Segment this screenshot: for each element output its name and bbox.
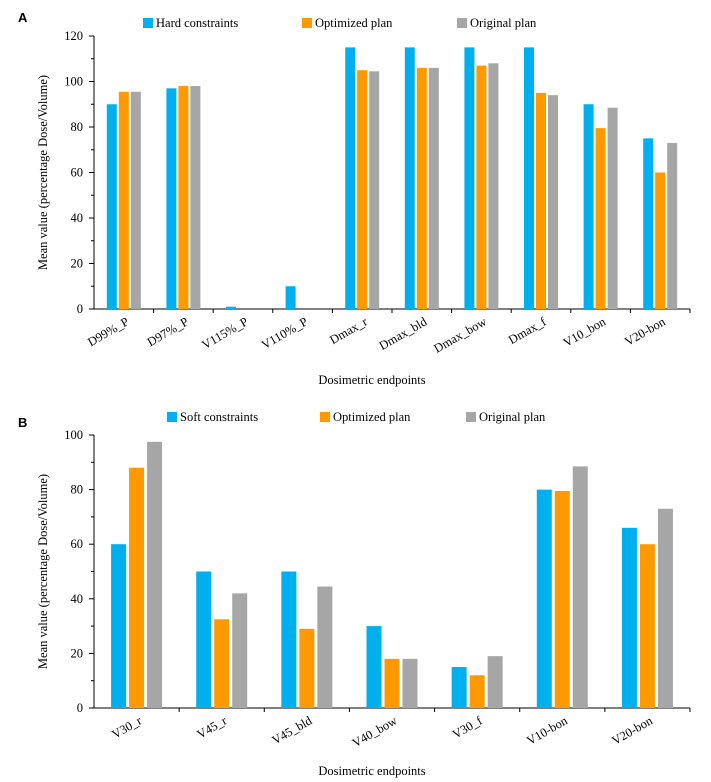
bar-original-plan-v40-bow xyxy=(402,658,418,708)
y-tick-label: 100 xyxy=(64,428,83,442)
bar-optimized-plan-v45-r xyxy=(214,619,230,708)
bar-hard-constraints-v20-bon xyxy=(643,138,654,309)
y-tick-label: 120 xyxy=(64,29,83,43)
bar-optimized-plan-v10-bon xyxy=(554,490,570,708)
y-tick-label: 40 xyxy=(71,211,84,225)
bar-hard-constraints-dmax-bow xyxy=(464,47,475,309)
bar-original-plan-v45-r xyxy=(232,593,248,708)
bar-optimized-plan-dmax-f xyxy=(536,92,546,309)
x-tick-label: V40_bow xyxy=(350,713,400,750)
bar-original-plan-v10-bon xyxy=(607,107,618,309)
x-tick-label: V45_bld xyxy=(269,713,315,747)
bar-optimized-plan-dmax-bld xyxy=(416,67,427,309)
bar-optimized-plan-v30-f xyxy=(469,675,485,708)
y-tick-label: 40 xyxy=(71,592,84,606)
bar-hard-constraints-v10-bon xyxy=(583,104,594,309)
x-tick-label: Dmax_bld xyxy=(377,314,430,353)
y-tick-label: 20 xyxy=(71,646,84,660)
chart-panel-b: B 0 20 40 60 80 100 Mean value (percentage Dose… xyxy=(18,410,691,778)
bar-soft-constraints-v10-bon xyxy=(536,489,552,708)
x-tick-label: Dmax_bow xyxy=(431,314,489,355)
bar-original-plan-d99-p xyxy=(130,91,141,309)
legend-label-soft-constraints: Soft constraints xyxy=(180,410,258,424)
bar-original-plan-v10-bon xyxy=(572,466,588,708)
bar-original-plan-d97-p xyxy=(190,86,201,309)
bar-optimized-plan-v40-bow xyxy=(384,658,400,708)
bar-original-plan-dmax-bld xyxy=(428,67,439,309)
legend-label-hard-constraints: Hard constraints xyxy=(156,16,238,30)
legend-swatch-hard-constraints xyxy=(143,18,153,28)
bar-hard-constraints-dmax-f xyxy=(524,47,534,309)
bar-optimized-plan-dmax-bow xyxy=(476,65,487,309)
bar-hard-constraints-v110-p xyxy=(285,286,296,309)
x-tick-label: D99%_P xyxy=(85,314,131,349)
bar-original-plan-v45-bld xyxy=(317,586,333,708)
panel-label: B xyxy=(18,415,27,430)
y-tick-label: 0 xyxy=(77,701,83,715)
bar-original-plan-dmax-r xyxy=(369,71,380,309)
bar-original-plan-dmax-bow xyxy=(488,63,499,309)
x-tick-label: V10-bon xyxy=(524,713,570,748)
bar-optimized-plan-v20-bon xyxy=(639,544,655,708)
x-tick-label: Dmax_r xyxy=(327,314,370,347)
bar-hard-constraints-dmax-r xyxy=(345,47,356,309)
x-tick-label: Dmax_f xyxy=(506,314,549,347)
bar-optimized-plan-v45-bld xyxy=(299,628,315,708)
x-tick-label: V115%_P xyxy=(199,314,250,352)
bar-soft-constraints-v40-bow xyxy=(366,626,382,708)
x-tick-label: V30_f xyxy=(450,713,485,742)
y-tick-label: 20 xyxy=(71,257,84,271)
y-tick-label: 80 xyxy=(71,483,84,497)
bar-optimized-plan-d97-p xyxy=(178,86,189,309)
x-tick-label: V10_bon xyxy=(561,314,609,350)
bar-optimized-plan-v20-bon xyxy=(655,172,666,309)
legend-swatch-original-plan xyxy=(466,412,476,422)
x-tick-label: V30_r xyxy=(109,713,144,742)
bar-optimized-plan-dmax-r xyxy=(357,70,368,309)
legend-label-optimized-plan: Optimized plan xyxy=(333,410,411,424)
y-tick-label: 0 xyxy=(77,302,83,316)
bar-original-plan-v20-bon xyxy=(657,508,673,708)
legend-label-original-plan: Original plan xyxy=(470,16,537,30)
y-axis-title: Mean value (percentage Dose/Volume) xyxy=(36,75,50,270)
x-axis-title: Dosimetric endpoints xyxy=(318,373,425,387)
bar-soft-constraints-v20-bon xyxy=(621,527,637,708)
legend-swatch-original-plan xyxy=(457,18,467,28)
x-tick-label: V45_r xyxy=(195,713,230,742)
bar-hard-constraints-d97-p xyxy=(166,88,177,309)
y-tick-label: 60 xyxy=(71,166,84,180)
bar-original-plan-dmax-f xyxy=(548,95,558,310)
bar-hard-constraints-d99-p xyxy=(106,104,117,309)
legend-label-optimized-plan: Optimized plan xyxy=(315,16,393,30)
legend-swatch-optimized-plan xyxy=(320,412,330,422)
legend-swatch-soft-constraints xyxy=(167,412,177,422)
bar-soft-constraints-v45-bld xyxy=(281,571,297,708)
bar-original-plan-v30-f xyxy=(487,656,503,708)
bar-optimized-plan-v10-bon xyxy=(595,128,606,309)
y-tick-label: 60 xyxy=(71,537,84,551)
bar-hard-constraints-dmax-bld xyxy=(404,47,415,309)
y-axis-title: Mean value (percentage Dose/Volume) xyxy=(36,474,50,669)
y-tick-label: 80 xyxy=(71,120,84,134)
panel-label: A xyxy=(18,10,28,25)
x-tick-label: V20-bon xyxy=(609,713,655,748)
bar-soft-constraints-v30-r xyxy=(111,544,127,708)
bar-optimized-plan-v30-r xyxy=(129,467,145,708)
bar-original-plan-v20-bon xyxy=(667,142,678,309)
x-tick-label: V110%_P xyxy=(259,314,310,352)
bar-hard-constraints-v115-p xyxy=(226,306,236,309)
x-tick-label: D97%_P xyxy=(145,314,191,349)
bar-original-plan-v30-r xyxy=(147,441,163,708)
bar-soft-constraints-v45-r xyxy=(196,571,212,708)
x-tick-label: V20-bon xyxy=(622,314,668,349)
y-tick-label: 100 xyxy=(64,75,83,89)
legend-swatch-optimized-plan xyxy=(302,18,312,28)
bar-optimized-plan-d99-p xyxy=(118,91,129,309)
legend-label-original-plan: Original plan xyxy=(479,410,546,424)
bar-soft-constraints-v30-f xyxy=(451,667,467,708)
chart-panel-a: A 0 20 40 60 80 100 120 Mean value (percentage D… xyxy=(18,10,691,387)
x-axis-title: Dosimetric endpoints xyxy=(318,764,425,778)
